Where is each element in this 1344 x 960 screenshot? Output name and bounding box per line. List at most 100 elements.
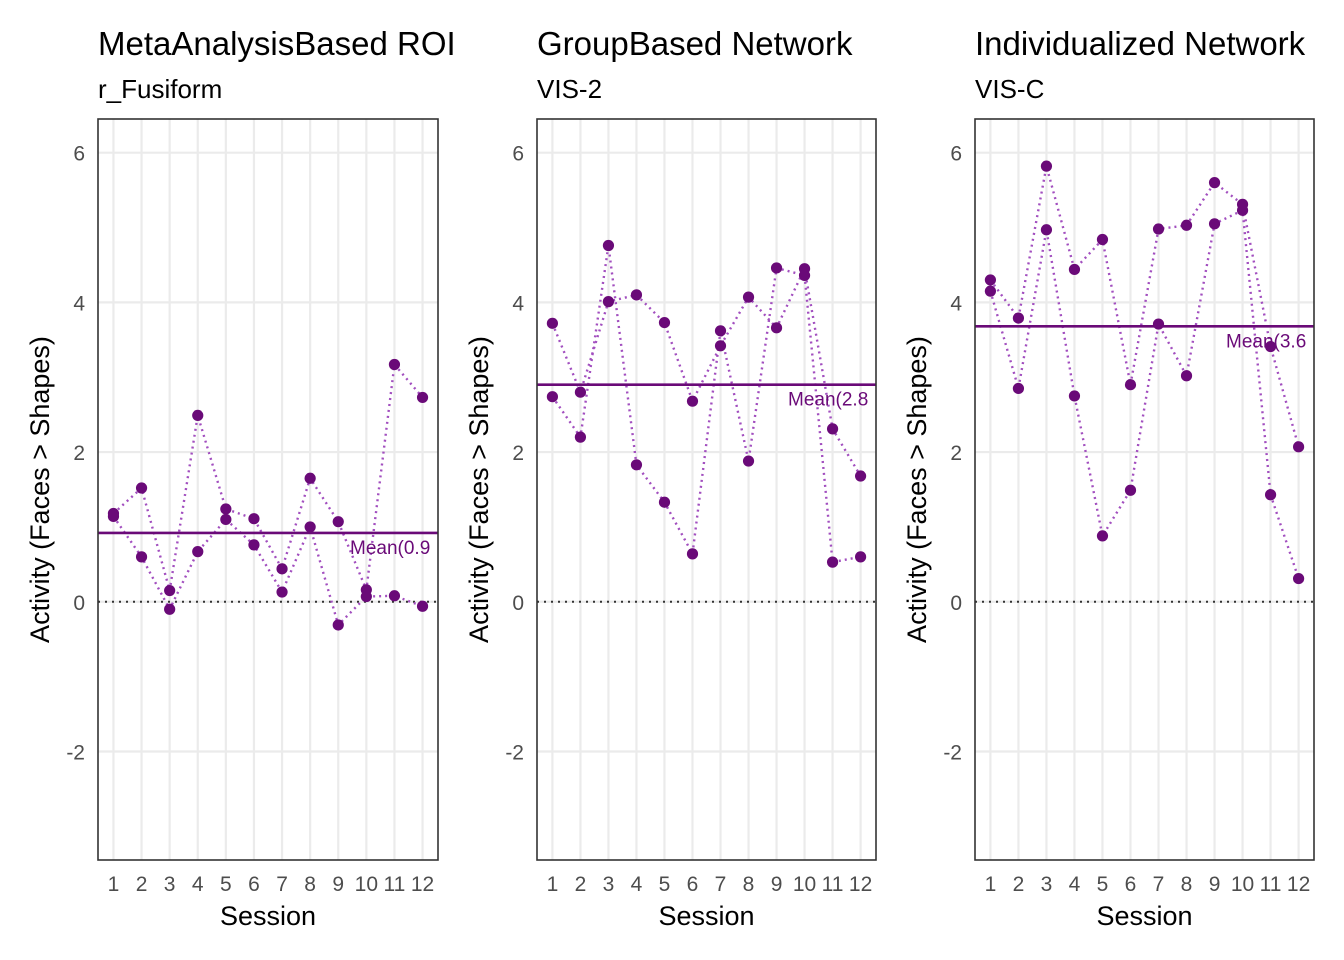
data-point [1264, 489, 1277, 501]
data-point [164, 584, 176, 597]
panel-border [974, 118, 1315, 861]
data-point [658, 496, 671, 508]
series-2-connector [551, 245, 861, 564]
data-point [304, 521, 316, 533]
y-tick-label: 0 [512, 592, 524, 615]
data-point [602, 296, 615, 308]
x-tick-label: 2 [1013, 873, 1025, 896]
data-point [984, 285, 997, 297]
data-point [164, 603, 176, 615]
series-1-connector [989, 165, 1300, 448]
x-tick-label: 1 [108, 873, 120, 896]
data-point [770, 262, 783, 274]
data-point [416, 600, 429, 612]
data-point [1264, 340, 1277, 353]
data-point [388, 590, 401, 602]
x-axis-label: Session [658, 901, 754, 931]
data-point [574, 431, 587, 443]
mean-label: Mean(0.9 [350, 538, 430, 559]
plot-area: Mean(3.6 [975, 160, 1314, 585]
data-point [1096, 530, 1109, 542]
y-tick-label: 4 [73, 292, 85, 315]
x-tick-label: 11 [384, 873, 406, 896]
data-point [220, 513, 232, 526]
x-tick-label: 10 [1231, 873, 1254, 896]
y-tick-label: 4 [950, 292, 962, 315]
grid-lines [537, 119, 876, 860]
y-axis-label: Activity (Faces > Shapes) [464, 336, 494, 643]
data-point [416, 391, 429, 404]
data-point [1040, 160, 1053, 172]
grid-lines [975, 119, 1314, 860]
x-tick-label: 7 [276, 873, 288, 896]
y-tick-label: 6 [950, 143, 962, 166]
x-tick-label: 3 [603, 873, 615, 896]
data-point [192, 546, 204, 558]
data-point [1124, 484, 1137, 496]
x-tick-label: 2 [575, 873, 587, 896]
x-tick-label: 5 [1097, 873, 1109, 896]
data-point [686, 395, 699, 407]
x-axis-label: Session [220, 901, 316, 931]
plot-area: Mean(0.9 [98, 358, 438, 631]
x-tick-label: 4 [1069, 873, 1081, 896]
data-point [1012, 382, 1025, 395]
data-point [1208, 177, 1221, 189]
x-tick-label: 8 [1181, 873, 1193, 896]
data-point [546, 391, 559, 403]
data-point [1180, 370, 1193, 382]
data-point [742, 291, 755, 303]
data-point [854, 551, 867, 563]
x-tick-label: 9 [771, 873, 783, 896]
x-tick-label: 11 [822, 873, 844, 896]
data-point [248, 513, 260, 525]
data-point [248, 539, 260, 551]
x-tick-label: 5 [659, 873, 671, 896]
data-point [742, 455, 755, 467]
data-point [332, 619, 344, 631]
x-tick-label: 7 [715, 873, 727, 896]
data-point [332, 516, 344, 528]
panel-title: MetaAnalysisBased ROI [98, 25, 456, 62]
series-1-connector [112, 361, 424, 595]
y-tick-label: 2 [73, 442, 85, 465]
y-axis-label: Activity (Faces > Shapes) [902, 336, 932, 643]
x-tick-label: 10 [355, 873, 378, 896]
y-tick-label: 0 [950, 592, 962, 615]
data-point [1152, 223, 1165, 235]
data-point [220, 503, 232, 515]
data-point [770, 322, 783, 334]
data-point [276, 586, 288, 598]
panel-border [97, 118, 439, 861]
x-tick-label: 4 [192, 873, 204, 896]
x-tick-label: 5 [220, 873, 232, 896]
data-point [602, 239, 615, 252]
x-tick-label: 2 [136, 873, 148, 896]
data-point [714, 325, 727, 337]
data-point [135, 482, 148, 494]
chart-panel-3: Individualized Network VIS-C Mean(3.6 -2 0 2 4… [902, 25, 1315, 931]
data-point [826, 556, 839, 568]
panel-title: Individualized Network [975, 25, 1306, 62]
x-tick-label: 3 [1041, 873, 1053, 896]
x-tick-label: 6 [687, 873, 699, 896]
data-point [276, 563, 288, 575]
y-tick-label: 6 [512, 143, 524, 166]
panel-subtitle: VIS-C [975, 74, 1044, 104]
y-tick-label: 2 [512, 442, 524, 465]
x-tick-label: 12 [849, 873, 872, 896]
x-tick-label: 6 [248, 873, 260, 896]
x-tick-label: 10 [793, 873, 816, 896]
data-point [798, 269, 811, 282]
mean-label: Mean(3.6 [1226, 331, 1306, 352]
chart-panel-1: MetaAnalysisBased ROI r_Fusiform Mean(0.9 -… [25, 25, 456, 931]
x-tick-label: 7 [1153, 873, 1165, 896]
panel-border [536, 118, 877, 861]
data-point [1124, 379, 1137, 391]
data-point [135, 551, 148, 563]
x-tick-label: 4 [631, 873, 643, 896]
data-point [714, 340, 727, 352]
data-point [107, 510, 120, 523]
data-point [826, 423, 839, 435]
